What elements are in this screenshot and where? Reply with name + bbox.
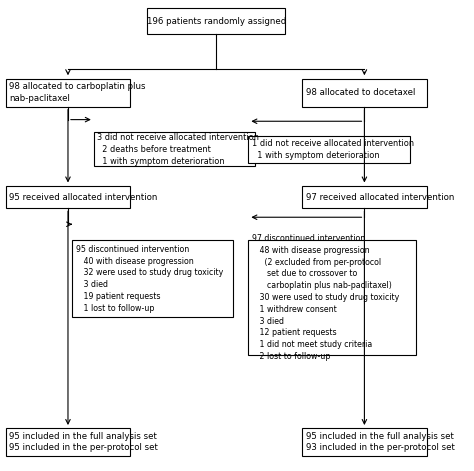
FancyBboxPatch shape bbox=[248, 136, 410, 163]
FancyBboxPatch shape bbox=[302, 186, 427, 208]
Text: 98 allocated to carboplatin plus
nab-paclitaxel: 98 allocated to carboplatin plus nab-pac… bbox=[9, 82, 146, 103]
Text: 98 allocated to docetaxel: 98 allocated to docetaxel bbox=[306, 88, 415, 97]
FancyBboxPatch shape bbox=[147, 8, 285, 34]
FancyBboxPatch shape bbox=[302, 79, 427, 107]
Text: 95 included in the full analysis set
95 included in the per-protocol set: 95 included in the full analysis set 95 … bbox=[9, 431, 158, 452]
Text: 95 received allocated intervention: 95 received allocated intervention bbox=[9, 193, 157, 202]
FancyBboxPatch shape bbox=[302, 429, 427, 455]
Text: 196 patients randomly assigned: 196 patients randomly assigned bbox=[146, 17, 286, 26]
FancyBboxPatch shape bbox=[72, 240, 233, 317]
Text: 97 discontinued intervention
   48 with disease progression
     (2 excluded fro: 97 discontinued intervention 48 with dis… bbox=[252, 234, 399, 361]
FancyBboxPatch shape bbox=[94, 132, 255, 166]
FancyBboxPatch shape bbox=[6, 186, 130, 208]
Text: 95 discontinued intervention
   40 with disease progression
   32 were used to s: 95 discontinued intervention 40 with dis… bbox=[76, 245, 223, 313]
FancyBboxPatch shape bbox=[6, 79, 130, 107]
Text: 3 did not receive allocated intervention
  2 deaths before treatment
  1 with sy: 3 did not receive allocated intervention… bbox=[97, 133, 259, 166]
FancyBboxPatch shape bbox=[248, 240, 416, 355]
FancyBboxPatch shape bbox=[6, 429, 130, 455]
Text: 95 included in the full analysis set
93 included in the per-protocol set: 95 included in the full analysis set 93 … bbox=[306, 431, 455, 452]
Text: 1 did not receive allocated intervention
  1 with symptom deterioration: 1 did not receive allocated intervention… bbox=[252, 139, 414, 160]
Text: 97 received allocated intervention: 97 received allocated intervention bbox=[306, 193, 454, 202]
